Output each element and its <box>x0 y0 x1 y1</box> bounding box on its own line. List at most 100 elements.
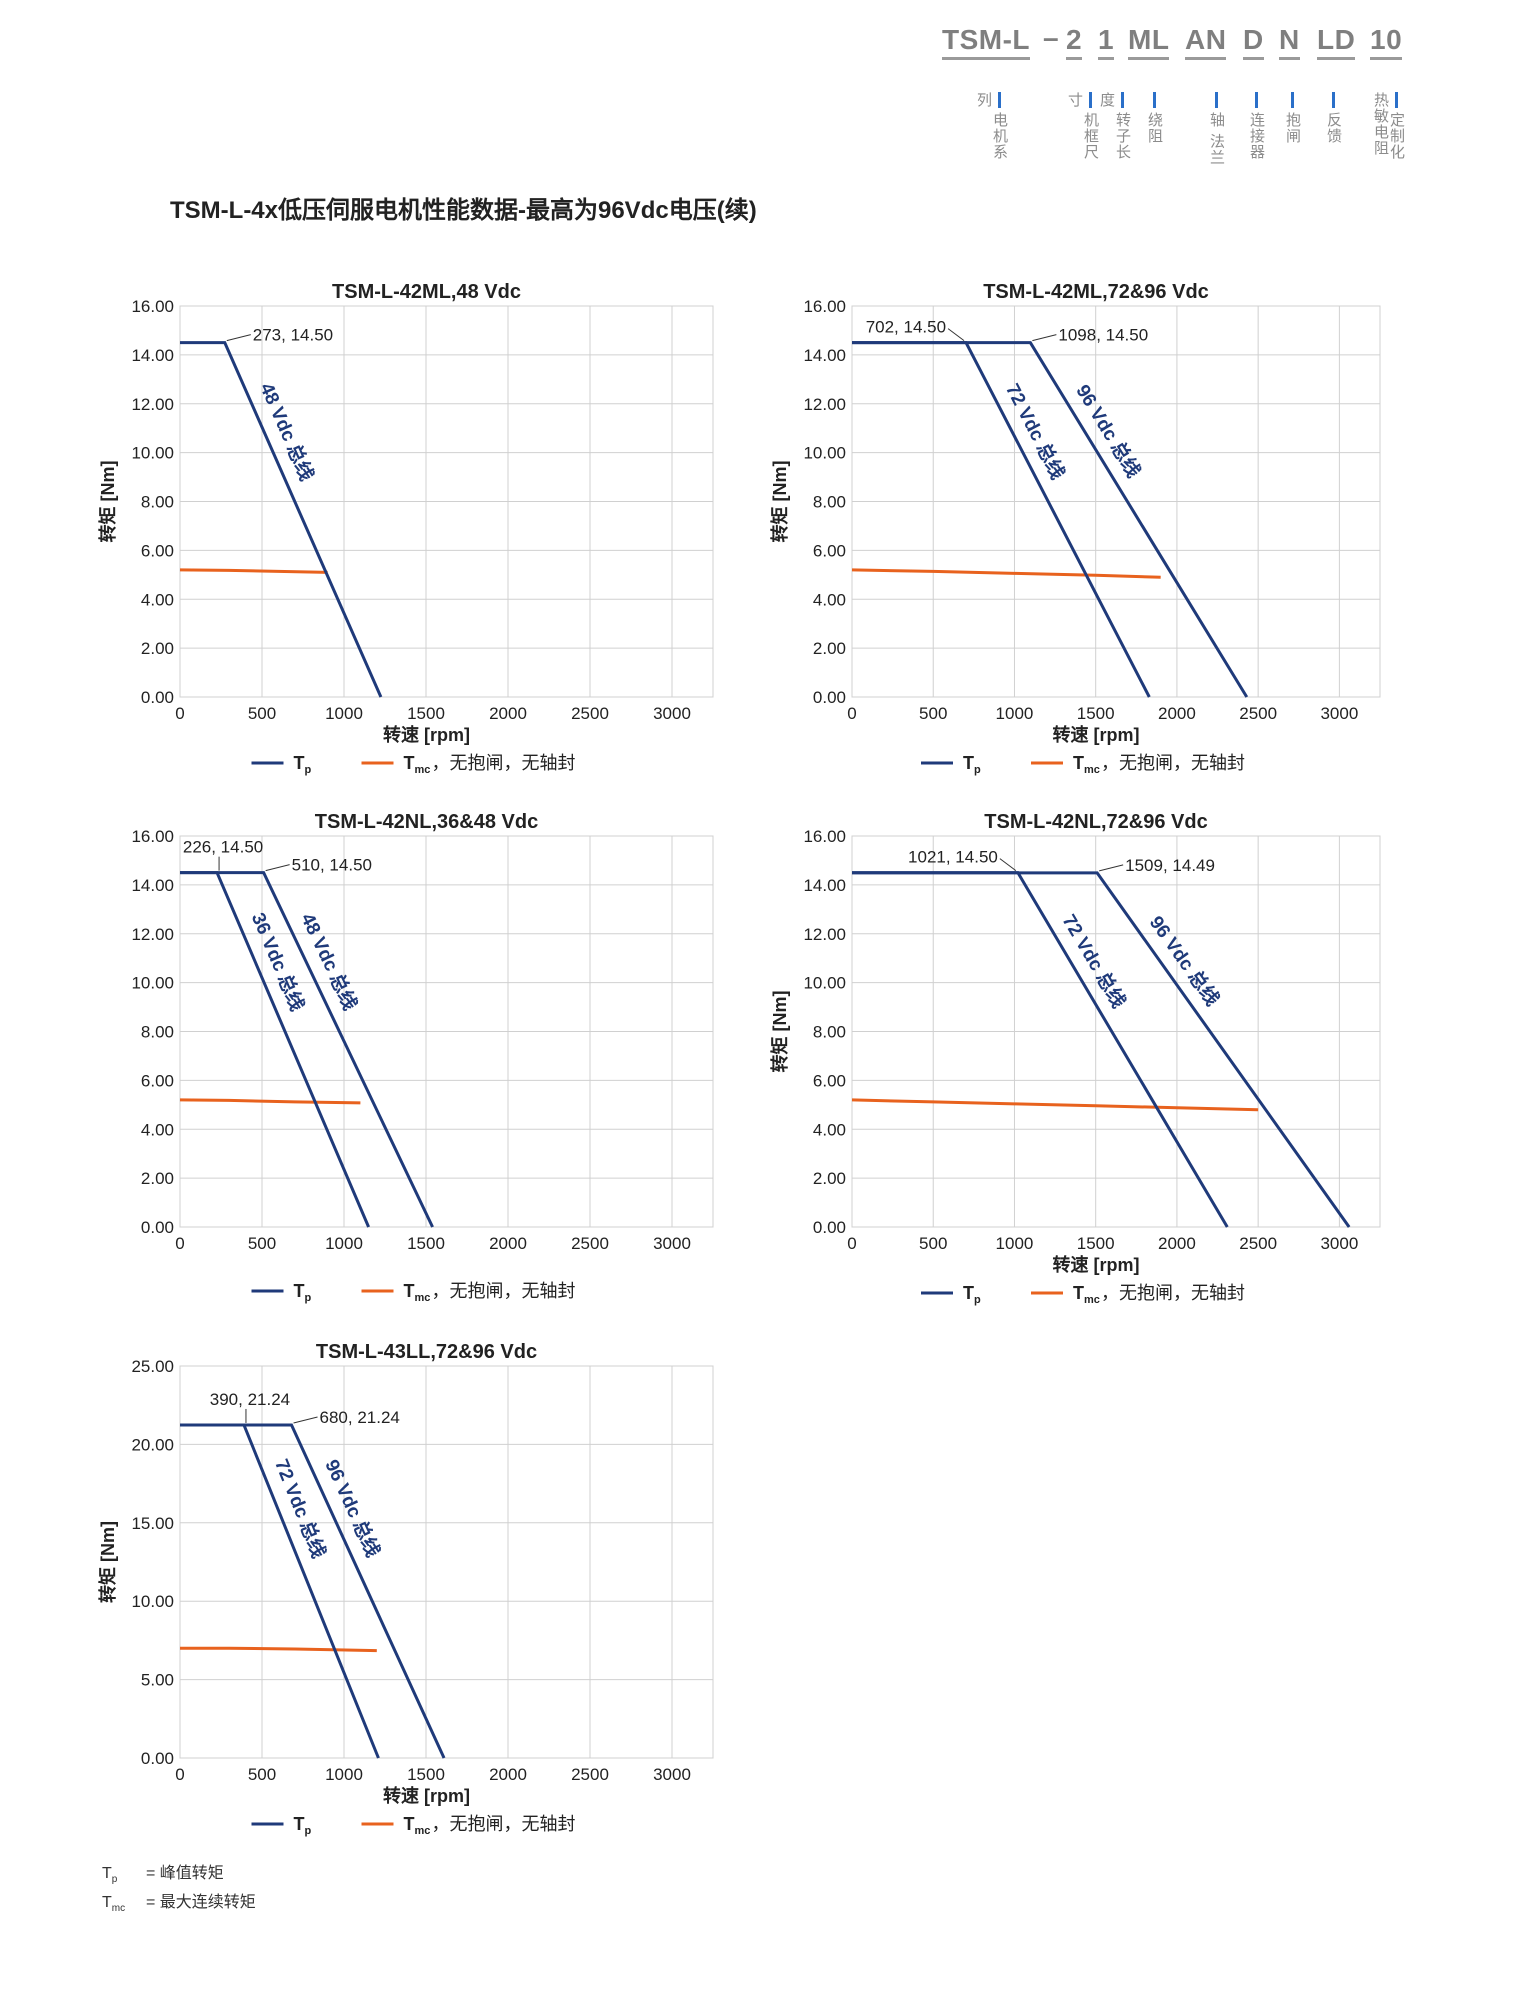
legend-tmc-suffix: ，无抱闸，无轴封 <box>432 1281 576 1301</box>
y-tick-label: 2.00 <box>141 1169 174 1188</box>
legend-tmc-label: T <box>404 753 415 773</box>
code-segment-feedback: LD <box>1317 24 1356 60</box>
x-axis-label: 转速 [rpm] <box>1053 724 1140 745</box>
tmc-curve <box>179 1098 361 1105</box>
tp-curve <box>180 1423 446 1759</box>
x-tick-label: 500 <box>919 1234 947 1253</box>
chart-svg: 0.00 2.00 4.00 6.00 8.00 10.00 12.00 14.00 16.00… <box>131 811 714 1304</box>
y-tick-label: 4.00 <box>141 1120 174 1139</box>
legend-tp-label: T <box>963 753 974 773</box>
x-tick-label: 1000 <box>996 1234 1034 1253</box>
x-tick-label: 1500 <box>1077 704 1115 723</box>
x-tick-label: 2500 <box>571 1234 609 1253</box>
x-tick-label: 1000 <box>996 704 1034 723</box>
y-tick-label: 5.00 <box>141 1671 174 1690</box>
x-tick-label: 1500 <box>407 1765 445 1784</box>
chart-svg: 0.00 2.00 4.00 6.00 8.00 10.00 12.00 14.00 16.00… <box>769 281 1381 776</box>
annotation-arrow <box>1099 864 1124 872</box>
legend-tp-sub: p <box>974 1294 981 1306</box>
chart-title: TSM-L-42NL,72&96 Vdc <box>984 811 1207 833</box>
y-tick-label: 14.00 <box>803 876 846 895</box>
y-tick-label: 0.00 <box>813 1218 846 1237</box>
legend-tmc-suffix: ，无抱闸，无轴封 <box>432 1814 576 1834</box>
legend-tmc-label: T <box>1073 1283 1084 1303</box>
code-segment-connector: D <box>1243 24 1264 60</box>
code-segment-flange: AN <box>1185 24 1227 60</box>
annotation-label: 702, 14.50 <box>866 318 946 337</box>
chart-title: TSM-L-42ML,72&96 Vdc <box>983 281 1209 303</box>
y-tick-label: 0.00 <box>141 688 174 707</box>
y-axis-label: 转矩 [Nm] <box>769 461 790 543</box>
y-tick-label: 8.00 <box>813 493 846 512</box>
y-tick-label: 6.00 <box>813 541 846 560</box>
x-tick-label: 0 <box>175 1765 184 1784</box>
x-tick-label: 2500 <box>1239 704 1277 723</box>
legend-tmc-suffix: ，无抱闸，无轴封 <box>432 753 576 773</box>
y-tick-label: 2.00 <box>141 639 174 658</box>
x-tick-label: 2000 <box>489 1765 527 1784</box>
x-axis-label: 转速 [rpm] <box>1053 1254 1140 1275</box>
x-tick-label: 1000 <box>325 1234 363 1253</box>
y-tick-label: 14.00 <box>131 876 174 895</box>
y-axis-label: 转矩 [Nm] <box>769 991 790 1073</box>
x-tick-label: 1500 <box>1077 1234 1115 1253</box>
y-tick-label: 0.00 <box>141 1749 174 1768</box>
x-tick-label: 2000 <box>1158 1234 1196 1253</box>
tmc-curve <box>179 568 328 574</box>
y-tick-label: 10.00 <box>803 444 846 463</box>
annotation-arrow <box>226 334 251 342</box>
annotation-label: 680, 21.24 <box>320 1408 400 1427</box>
label-motor-series: 电机系列 <box>975 92 1008 160</box>
tmc-curve <box>851 568 1161 579</box>
x-tick-label: 3000 <box>653 1234 691 1253</box>
y-tick-label: 12.00 <box>131 925 174 944</box>
y-tick-label: 4.00 <box>813 590 846 609</box>
y-axis-label: 转矩 [Nm] <box>97 1521 118 1603</box>
code-segment-winding: ML <box>1128 24 1170 60</box>
chart-svg: 0.00 2.00 4.00 6.00 8.00 10.00 12.00 14.00 16.00… <box>97 281 714 776</box>
chart-42nl-36-48vdc: 0.00 2.00 4.00 6.00 8.00 10.00 12.00 14.00 16.00… <box>0 0 760 1330</box>
code-segment-brake: N <box>1279 24 1300 60</box>
legend-tmc-label: T <box>1073 753 1084 773</box>
code-segment-dash: – <box>1043 22 1059 53</box>
label-shaft-flange: 轴 法兰 <box>1190 92 1225 165</box>
footnote: Tp = 峰值转矩 Tmc = 最大连续转矩 <box>102 1862 256 1920</box>
x-tick-label: 2500 <box>1239 1234 1277 1253</box>
chart-svg: 0.00 2.00 4.00 6.00 8.00 10.00 12.00 14.00 16.00… <box>769 811 1381 1306</box>
tmc-curve <box>851 1098 1259 1112</box>
tp-curve <box>852 341 1249 698</box>
label-winding: 绕阻 <box>1146 92 1163 144</box>
annotation-label: 226, 14.50 <box>183 838 263 857</box>
y-tick-label: 2.00 <box>813 639 846 658</box>
y-tick-label: 12.00 <box>803 395 846 414</box>
y-tick-label: 14.00 <box>803 346 846 365</box>
x-tick-label: 500 <box>919 704 947 723</box>
y-tick-label: 6.00 <box>813 1071 846 1090</box>
x-tick-label: 500 <box>248 1765 276 1784</box>
label-feedback: 反馈 <box>1325 92 1342 144</box>
tp-curve <box>852 871 1351 1228</box>
legend-tp-label: T <box>294 1814 305 1834</box>
y-tick-label: 0.00 <box>813 688 846 707</box>
y-tick-label: 16.00 <box>803 297 846 316</box>
x-axis-label: 转速 [rpm] <box>383 724 470 745</box>
chart-title: TSM-L-42ML,48 Vdc <box>332 281 521 303</box>
x-tick-label: 3000 <box>653 704 691 723</box>
x-tick-label: 500 <box>248 704 276 723</box>
annotation-arrow <box>293 1416 318 1424</box>
code-segment-series: TSM-L <box>942 24 1031 60</box>
y-tick-label: 15.00 <box>131 1514 174 1533</box>
chart-42ml-48vdc: 0.00 2.00 4.00 6.00 8.00 10.00 12.00 14.00 16.00… <box>0 0 760 800</box>
y-axis-label: 转矩 [Nm] <box>97 461 118 543</box>
label-frame-size: 机框尺寸 <box>1066 92 1099 160</box>
annotation-arrow <box>1032 334 1057 342</box>
x-tick-label: 1500 <box>407 1234 445 1253</box>
page-title: TSM-L-4x低压伺服电机性能数据-最高为96Vdc电压(续) <box>170 197 757 224</box>
y-tick-label: 0.00 <box>141 1218 174 1237</box>
x-tick-label: 1500 <box>407 704 445 723</box>
tmc-curve <box>180 1646 377 1653</box>
legend-tp-label: T <box>963 1283 974 1303</box>
y-tick-label: 4.00 <box>141 590 174 609</box>
legend-tp-sub: p <box>305 1825 312 1837</box>
x-tick-label: 0 <box>847 704 856 723</box>
